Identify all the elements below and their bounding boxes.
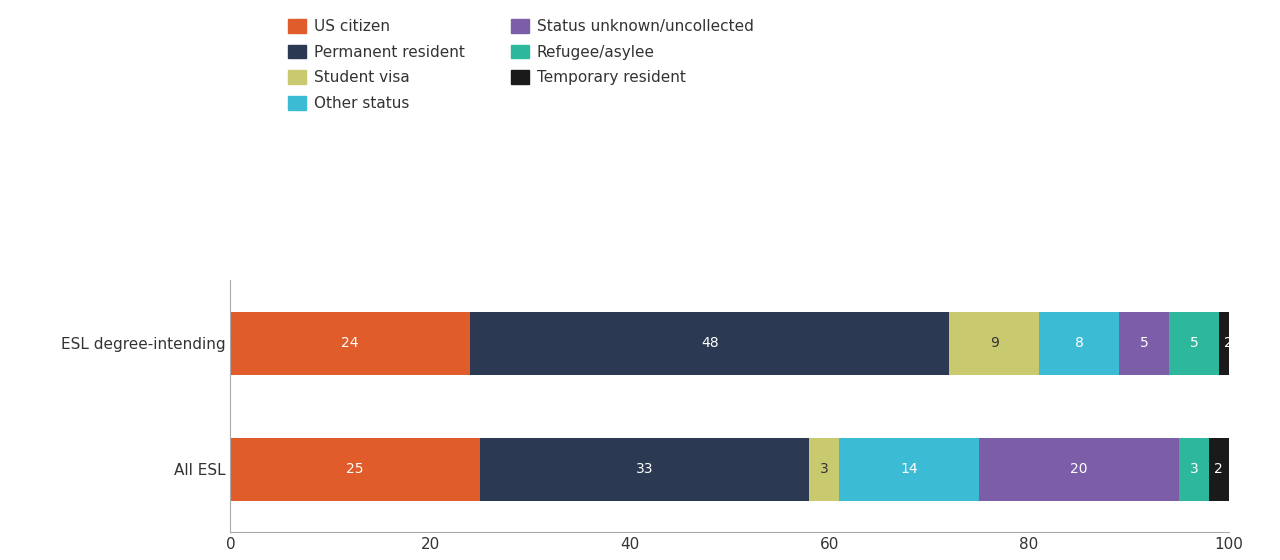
Legend: US citizen, Permanent resident, Student visa, Other status, Status unknown/uncol: US citizen, Permanent resident, Student … xyxy=(288,19,754,111)
Text: 2: 2 xyxy=(1215,462,1224,476)
Text: 2: 2 xyxy=(1225,336,1233,350)
Bar xyxy=(1179,437,1208,501)
Text: 24: 24 xyxy=(342,336,358,350)
Bar xyxy=(979,437,1179,501)
Bar xyxy=(1169,311,1219,375)
Text: 3: 3 xyxy=(1189,462,1198,476)
Bar xyxy=(230,437,480,501)
Bar xyxy=(480,437,809,501)
Bar xyxy=(1219,311,1239,375)
Bar xyxy=(840,437,979,501)
Text: 25: 25 xyxy=(347,462,364,476)
Text: 3: 3 xyxy=(820,462,829,476)
Bar xyxy=(1119,311,1169,375)
Bar xyxy=(1039,311,1119,375)
Text: 20: 20 xyxy=(1070,462,1088,476)
Text: 33: 33 xyxy=(636,462,654,476)
Bar xyxy=(809,437,840,501)
Text: 48: 48 xyxy=(701,336,718,350)
Text: 5: 5 xyxy=(1139,336,1148,350)
Text: 5: 5 xyxy=(1189,336,1198,350)
Bar xyxy=(1208,437,1229,501)
Text: 9: 9 xyxy=(989,336,998,350)
Text: 14: 14 xyxy=(901,462,918,476)
Bar xyxy=(470,311,950,375)
Bar xyxy=(230,311,470,375)
Text: 8: 8 xyxy=(1075,336,1083,350)
Bar xyxy=(950,311,1039,375)
